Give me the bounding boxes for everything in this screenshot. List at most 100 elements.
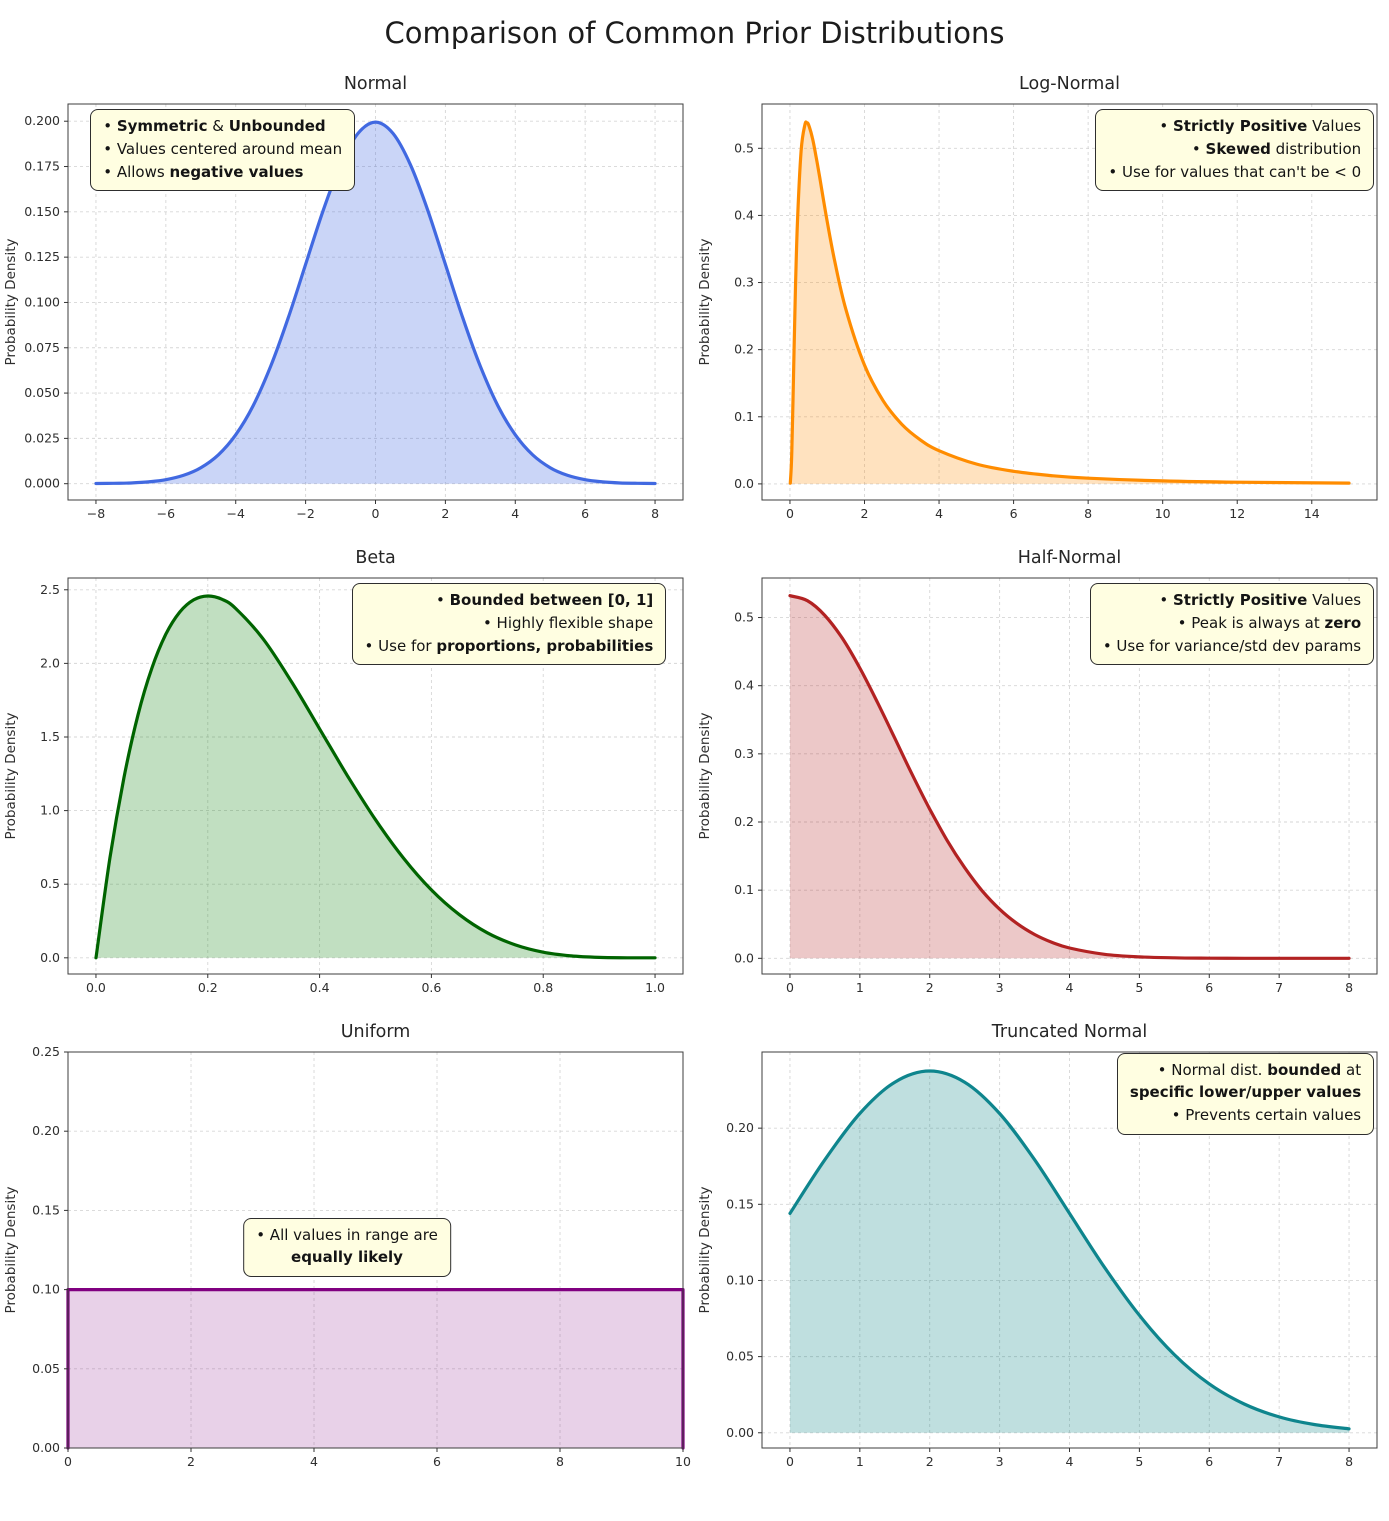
chart-canvas: −8 −6 −4 −2 0 2 4 6 8 0.000 0.025 0.050 0.075 0.100 0.… [3, 103, 684, 521]
x-tick-label: 2 [441, 506, 449, 521]
x-tick-label: 2 [926, 980, 934, 995]
x-tick-label: 0 [372, 506, 380, 521]
plot-area-half-normal: 0 1 2 3 4 5 6 7 8 0.0 0.1 0.2 0.3 0.4 0.5 Probability D… [694, 570, 1388, 1004]
annotation-line: • Prevents certain values [1171, 1106, 1362, 1125]
axes-frame [67, 1051, 684, 1449]
x-tick-label: 6 [581, 506, 589, 521]
x-tick-label: 8 [1084, 506, 1092, 521]
plot-area-truncated-normal: 0 1 2 3 4 5 6 7 8 0.00 0.05 0.10 0.15 0.20 Probability… [694, 1044, 1388, 1478]
subplot-beta: Beta 0.0 0.2 0.4 0.6 0.8 1.0 0.0 0.5 1.0 1.5 2.0 2.… [0, 530, 694, 1004]
subplot-uniform: Uniform 0 2 4 6 8 10 0.00 0.05 0.10 0.15 0.20 0.25 P… [0, 1004, 694, 1478]
y-axis-label: Probability Density [3, 1187, 19, 1314]
y-tick-label: 0.2 [734, 814, 754, 829]
density-fill [790, 122, 1349, 484]
chart-title-beta: Beta [355, 548, 396, 568]
y-axis-label: Probability Density [697, 713, 713, 840]
y-tick-label: 0.05 [32, 1361, 60, 1376]
x-tick-label: 7 [1275, 1454, 1283, 1469]
x-tick-label: 1 [856, 1454, 864, 1469]
x-tick-label: −8 [87, 506, 105, 521]
y-tick-label: 0.4 [734, 678, 754, 693]
x-tick-label: 4 [935, 506, 943, 521]
chart-canvas: 0 2 4 6 8 10 12 14 0.0 0.1 0.2 0.3 0.4 0.5 Probability… [697, 103, 1378, 521]
x-tick-label: 0.6 [421, 980, 441, 995]
x-tick-label: 8 [1345, 980, 1353, 995]
annotation-box: • Strictly Positive Values • Peak is alwa… [1089, 583, 1375, 666]
y-tick-label: 0.15 [32, 1202, 60, 1217]
density-curve [94, 594, 657, 960]
density-curve [788, 120, 1351, 485]
y-tick-label: 0.3 [734, 275, 754, 290]
x-tick-label: 2 [861, 506, 869, 521]
axes-frame [761, 103, 1378, 501]
annotation-box: • Strictly Positive Values • Skewed distr… [1095, 109, 1375, 192]
x-tick-label: 0.0 [86, 980, 106, 995]
annotation-box: • Bounded between [0, 1] • Highly flexibl… [351, 583, 667, 666]
chart-title-log-normal: Log-Normal [1019, 74, 1120, 94]
figure-title: Comparison of Common Prior Distributions [384, 16, 1005, 50]
x-tick-label: 0 [786, 1454, 794, 1469]
x-tick-label: 6 [1205, 980, 1213, 995]
density-fill [96, 122, 655, 484]
y-tick-label: 0.5 [734, 610, 754, 625]
annotation-line: • Highly flexible shape [482, 613, 654, 632]
y-tick-label: 0.10 [32, 1282, 60, 1297]
subplot-log-normal: Log-Normal 0 2 4 6 8 10 12 14 0.0 0.1 0.2 0.3 0.4 0.5… [694, 56, 1388, 530]
y-tick-label: 0.25 [32, 1044, 60, 1059]
x-tick-label: 1 [856, 980, 864, 995]
x-tick-label: 8 [1345, 1454, 1353, 1469]
x-tick-label: 3 [996, 980, 1004, 995]
y-tick-label: 1.5 [40, 729, 60, 744]
y-tick-label: 0.1 [734, 882, 754, 897]
x-tick-label: 4 [310, 1454, 318, 1469]
annotation-line: • Use for variance/std dev params [1102, 636, 1362, 655]
chart-canvas: 0 2 4 6 8 10 0.00 0.05 0.10 0.15 0.20 0.25 Probabili… [3, 1044, 691, 1469]
x-tick-label: 7 [1275, 980, 1283, 995]
plot-area-log-normal: 0 2 4 6 8 10 12 14 0.0 0.1 0.2 0.3 0.4 0.5 Probability… [694, 96, 1388, 530]
x-tick-label: −6 [157, 506, 175, 521]
x-tick-label: 4 [1066, 980, 1074, 995]
density-curve [94, 120, 657, 486]
chart-title-truncated-normal: Truncated Normal [991, 1022, 1148, 1042]
y-tick-label: 0.00 [726, 1425, 754, 1440]
y-tick-label: 0.3 [734, 746, 754, 761]
y-tick-label: 0.2 [734, 342, 754, 357]
annotation-line: • All values in range are [256, 1225, 438, 1244]
x-tick-label: 6 [1010, 506, 1018, 521]
plot-area-uniform: 0 2 4 6 8 10 0.00 0.05 0.10 0.15 0.20 0.25 Probabili… [0, 1044, 694, 1478]
x-tick-label: 1.0 [645, 980, 665, 995]
density-fill [68, 1289, 683, 1448]
y-tick-label: 0.1 [734, 409, 754, 424]
y-axis-label: Probability Density [3, 239, 19, 366]
x-tick-label: 0 [64, 1454, 72, 1469]
density-curve [788, 594, 1351, 960]
y-tick-label: 2.0 [40, 655, 60, 670]
plot-area-normal: −8 −6 −4 −2 0 2 4 6 8 0.000 0.025 0.050 0.075 0.100 0.… [0, 96, 694, 530]
y-axis-label: Probability Density [3, 713, 19, 840]
annotation-line: • Bounded between [0, 1] [435, 591, 654, 610]
chart-title-half-normal: Half-Normal [1017, 548, 1122, 568]
y-tick-label: 0.0 [40, 950, 60, 965]
x-tick-label: 4 [511, 506, 519, 521]
subplot-truncated-normal: Truncated Normal 0 1 2 3 4 5 6 7 8 0.00 0.05 0.10 0.… [694, 1004, 1388, 1478]
x-tick-label: 12 [1229, 506, 1245, 521]
y-tick-label: 0.5 [40, 876, 60, 891]
chart-canvas: 0 1 2 3 4 5 6 7 8 0.00 0.05 0.10 0.15 0.20 Probability… [697, 1051, 1378, 1469]
y-tick-label: 0.15 [726, 1196, 754, 1211]
x-tick-label: 2 [187, 1454, 195, 1469]
density-fill [790, 1071, 1349, 1433]
chart-canvas: 0 1 2 3 4 5 6 7 8 0.0 0.1 0.2 0.3 0.4 0.5 Probability D… [697, 577, 1378, 995]
x-tick-label: 0.2 [198, 980, 218, 995]
annotation-line: • Strictly Positive Values [1159, 117, 1362, 136]
y-axis-label: Probability Density [697, 1187, 713, 1314]
subplot-half-normal: Half-Normal 0 1 2 3 4 5 6 7 8 0.0 0.1 0.2 0.3 0.4 0.5 P… [694, 530, 1388, 1004]
density-fill [790, 595, 1349, 959]
x-tick-label: 14 [1304, 506, 1320, 521]
subplot-grid: Normal −8 −6 −4 −2 0 2 4 6 8 0.000 0.025 0.050 0.075… [0, 56, 1389, 1478]
y-tick-label: 0.20 [32, 1123, 60, 1138]
x-tick-label: 8 [556, 1454, 564, 1469]
x-tick-label: 5 [1135, 1454, 1143, 1469]
density-curve [788, 1069, 1351, 1431]
y-tick-label: 0.150 [24, 204, 60, 219]
density-fill [96, 595, 655, 958]
